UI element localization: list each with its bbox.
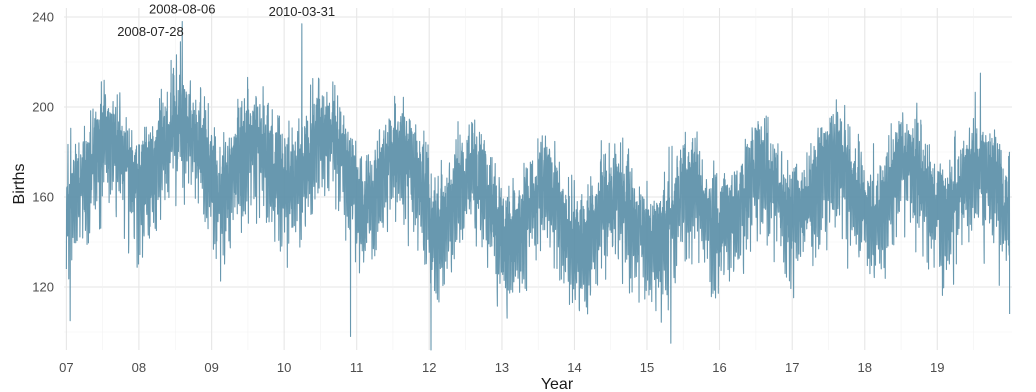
x-tick-label: 08 — [132, 360, 146, 375]
annotations: 2008-07-28 2008-08-06 2010-03-31 — [117, 2, 335, 39]
y-tick-label: 240 — [32, 10, 54, 25]
x-axis-title: Year — [541, 376, 574, 392]
x-tick-label: 07 — [59, 360, 73, 375]
y-tick-label: 160 — [32, 190, 54, 205]
annotation-label: 2008-08-06 — [149, 2, 216, 17]
x-tick-labels: 07 08 09 10 11 12 13 14 15 16 17 18 19 — [59, 360, 944, 375]
x-tick-label: 09 — [204, 360, 218, 375]
y-tick-label: 200 — [32, 100, 54, 115]
births-line — [65, 20, 1011, 351]
x-tick-label: 16 — [712, 360, 726, 375]
births-series — [65, 20, 1011, 351]
x-tick-label: 17 — [785, 360, 799, 375]
x-tick-label: 13 — [495, 360, 509, 375]
y-axis-title: Births — [11, 164, 28, 205]
x-tick-label: 11 — [350, 360, 364, 375]
x-tick-label: 18 — [858, 360, 872, 375]
annotation-label: 2010-03-31 — [269, 4, 336, 19]
y-tick-labels: 120 160 200 240 — [32, 10, 54, 295]
x-tick-label: 15 — [640, 360, 654, 375]
x-tick-label: 14 — [567, 360, 581, 375]
annotation-label: 2008-07-28 — [117, 24, 184, 39]
x-tick-label: 19 — [930, 360, 944, 375]
x-tick-label: 10 — [277, 360, 291, 375]
x-tick-label: 12 — [422, 360, 436, 375]
y-tick-label: 120 — [32, 280, 54, 295]
